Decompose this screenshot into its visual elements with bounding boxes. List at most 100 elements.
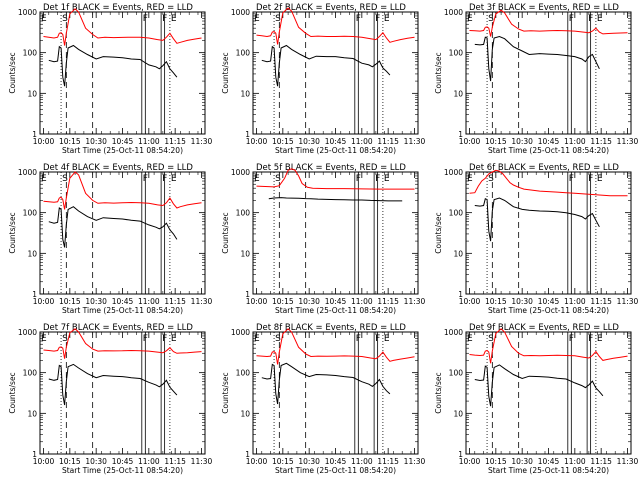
x-tick-label: 10:45 [112, 457, 134, 466]
plot-frame [39, 11, 206, 135]
marker-label: S [488, 174, 494, 184]
x-tick-label: 11:30 [404, 297, 426, 306]
y-tick-label: 1 [458, 450, 463, 459]
y-tick-label: 10 [453, 249, 463, 258]
panel-9: Det 9f BLACK = Events, RED = LLD 1 10 100 10… [434, 323, 639, 475]
x-tick-label: 11:15 [164, 137, 186, 146]
series-events [474, 35, 600, 82]
marker-label: S [275, 334, 281, 344]
x-tick-label: 10:30 [85, 297, 107, 306]
x-tick-label: 10:15 [59, 297, 81, 306]
x-tick-label: 11:30 [617, 457, 639, 466]
marker-label: E [171, 14, 177, 24]
y-tick-label: 1 [245, 450, 250, 459]
panel-3: Det 3f BLACK = Events, RED = LLD 1 10 100 10… [434, 3, 639, 155]
y-tick-label: 1000 [231, 8, 250, 17]
y-tick-label: 10 [27, 249, 37, 258]
panel-6: Det 6f BLACK = Events, RED = LLD 1 10 100 10… [434, 163, 639, 315]
series-events [268, 197, 403, 202]
series-events [261, 44, 391, 87]
x-tick-label: 10:00 [33, 297, 55, 306]
y-tick-label: 10 [27, 409, 37, 418]
series-lld [469, 9, 628, 37]
series-events [474, 364, 604, 407]
x-tick-label: 10:45 [325, 137, 347, 146]
y-tick-label: 1000 [444, 328, 463, 337]
x-tick-label: 11:15 [377, 137, 399, 146]
y-tick-label: 100 [236, 369, 251, 378]
x-axis-label: Start Time (25-Oct-11 08:54:20) [488, 466, 609, 475]
panel-title: Det 8f BLACK = Events, RED = LLD [256, 323, 406, 333]
plot-frame [252, 171, 419, 295]
y-axis-label: Counts/sec [221, 52, 230, 93]
x-tick-label: 11:30 [617, 297, 639, 306]
panel-7: Det 7f BLACK = Events, RED = LLD 1 10 100 10… [8, 323, 213, 475]
marker-label: E [597, 334, 603, 344]
y-tick-label: 100 [23, 369, 38, 378]
y-axis-label: Counts/sec [221, 372, 230, 413]
panel-8: Det 8f BLACK = Events, RED = LLD 1 10 100 10… [221, 323, 426, 475]
y-axis-label: Counts/sec [434, 372, 443, 413]
series-events [48, 363, 178, 406]
y-tick-label: 1000 [444, 8, 463, 17]
y-tick-label: 1000 [231, 328, 250, 337]
marker-label: E [597, 14, 603, 24]
x-tick-label: 10:30 [85, 457, 107, 466]
marker-label: E [171, 174, 177, 184]
x-tick-label: 10:30 [511, 137, 533, 146]
series-events [48, 44, 178, 87]
y-axis-label: Counts/sec [8, 372, 17, 413]
x-tick-label: 11:30 [191, 137, 213, 146]
panel-title: Det 2f BLACK = Events, RED = LLD [256, 3, 406, 13]
x-tick-label: 10:15 [272, 297, 294, 306]
x-tick-label: 11:30 [191, 297, 213, 306]
x-axis-label: Start Time (25-Oct-11 08:54:20) [62, 466, 183, 475]
x-axis-label: Start Time (25-Oct-11 08:54:20) [275, 306, 396, 315]
y-tick-label: 10 [453, 409, 463, 418]
y-tick-label: 100 [23, 209, 38, 218]
y-axis-label: Counts/sec [221, 212, 230, 253]
x-tick-label: 10:15 [272, 137, 294, 146]
y-axis-label: Counts/sec [8, 212, 17, 253]
panel-2: Det 2f BLACK = Events, RED = LLD 1 10 100 10… [221, 3, 426, 155]
x-tick-label: 11:00 [351, 457, 373, 466]
series-lld [256, 168, 415, 190]
y-tick-label: 1 [245, 130, 250, 139]
x-tick-label: 10:30 [85, 137, 107, 146]
plot-frame [252, 11, 419, 135]
panel-title: Det 5f BLACK = Events, RED = LLD [256, 163, 406, 173]
x-tick-label: 10:00 [246, 457, 268, 466]
x-axis-label: Start Time (25-Oct-11 08:54:20) [275, 146, 396, 155]
x-tick-label: 10:45 [538, 297, 560, 306]
marker-label: E [384, 174, 390, 184]
y-axis-label: Counts/sec [434, 52, 443, 93]
x-tick-label: 11:00 [564, 457, 586, 466]
x-tick-label: 10:45 [112, 297, 134, 306]
marker-label: S [62, 334, 68, 344]
marker-label: E [171, 334, 177, 344]
x-tick-label: 11:00 [351, 297, 373, 306]
x-tick-label: 11:00 [351, 137, 373, 146]
x-tick-label: 10:15 [485, 137, 507, 146]
panel-title: Det 7f BLACK = Events, RED = LLD [43, 323, 193, 333]
marker-label: S [62, 14, 68, 24]
y-tick-label: 100 [449, 209, 464, 218]
x-tick-label: 10:15 [485, 457, 507, 466]
y-tick-label: 100 [449, 49, 464, 58]
marker-label: E [467, 334, 473, 344]
y-axis-label: Counts/sec [434, 212, 443, 253]
x-tick-label: 11:30 [191, 457, 213, 466]
x-tick-label: 10:45 [538, 457, 560, 466]
y-tick-label: 1000 [444, 168, 463, 177]
y-tick-label: 100 [236, 209, 251, 218]
panel-title: Det 4f BLACK = Events, RED = LLD [43, 163, 193, 173]
plot-frame [252, 331, 419, 455]
series-lld [469, 169, 628, 197]
x-tick-label: 11:30 [617, 137, 639, 146]
y-tick-label: 1 [458, 130, 463, 139]
series-lld [256, 328, 415, 365]
y-tick-label: 10 [240, 249, 250, 258]
marker-label: S [488, 334, 494, 344]
marker-label: E [597, 174, 603, 184]
plot-frame [465, 331, 632, 455]
